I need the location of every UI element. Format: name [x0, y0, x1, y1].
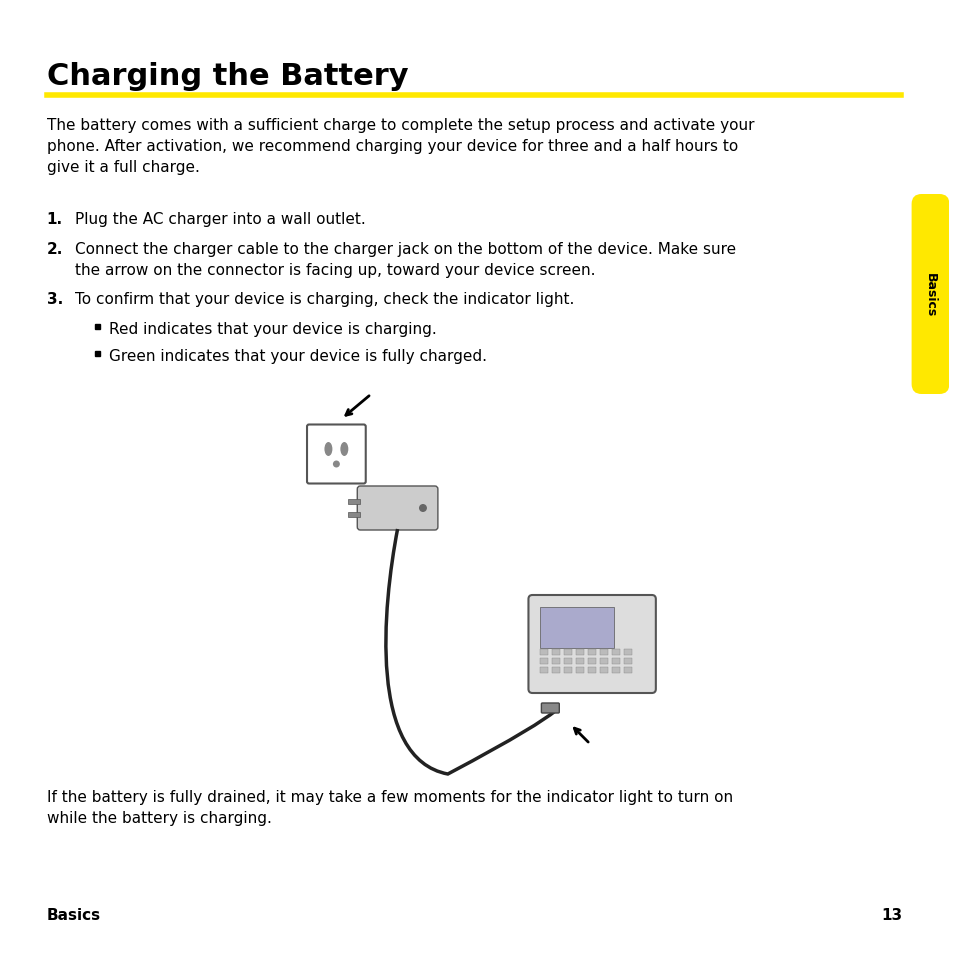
Text: If the battery is fully drained, it may take a few moments for the indicator lig: If the battery is fully drained, it may …: [47, 789, 732, 825]
Text: Green indicates that your device is fully charged.: Green indicates that your device is full…: [110, 349, 487, 364]
Text: To confirm that your device is charging, check the indicator light.: To confirm that your device is charging,…: [74, 292, 574, 307]
Bar: [563, 659, 572, 664]
Text: The battery comes with a sufficient charge to complete the setup process and act: The battery comes with a sufficient char…: [47, 118, 754, 174]
Bar: [563, 667, 572, 673]
Text: Plug the AC charger into a wall outlet.: Plug the AC charger into a wall outlet.: [74, 212, 365, 227]
Bar: [588, 649, 596, 656]
FancyBboxPatch shape: [307, 425, 365, 484]
Bar: [576, 659, 583, 664]
Bar: [612, 667, 619, 673]
Text: Charging the Battery: Charging the Battery: [47, 62, 408, 91]
Text: Connect the charger cable to the charger jack on the bottom of the device. Make : Connect the charger cable to the charger…: [74, 242, 735, 277]
Text: Basics: Basics: [923, 273, 936, 316]
Bar: [539, 649, 548, 656]
Bar: [576, 649, 583, 656]
Text: Red indicates that your device is charging.: Red indicates that your device is chargi…: [110, 322, 436, 336]
Bar: [599, 667, 607, 673]
Bar: [588, 659, 596, 664]
Bar: [539, 659, 548, 664]
Bar: [539, 607, 614, 648]
Bar: [612, 649, 619, 656]
FancyBboxPatch shape: [911, 194, 948, 395]
Bar: [623, 649, 631, 656]
Bar: [94, 325, 99, 330]
Bar: [599, 659, 607, 664]
Text: 13: 13: [881, 907, 902, 923]
Bar: [348, 499, 360, 504]
Bar: [623, 659, 631, 664]
Bar: [539, 667, 548, 673]
FancyBboxPatch shape: [528, 596, 655, 693]
Bar: [552, 667, 559, 673]
Text: Basics: Basics: [47, 907, 101, 923]
FancyBboxPatch shape: [540, 703, 558, 713]
Ellipse shape: [324, 442, 332, 456]
Text: 2.: 2.: [47, 242, 63, 256]
Text: 1.: 1.: [47, 212, 63, 227]
Bar: [612, 659, 619, 664]
Bar: [348, 513, 360, 517]
Bar: [623, 667, 631, 673]
Bar: [552, 659, 559, 664]
Bar: [552, 649, 559, 656]
Bar: [588, 667, 596, 673]
Bar: [563, 649, 572, 656]
Bar: [576, 667, 583, 673]
Circle shape: [418, 504, 427, 513]
Text: 3.: 3.: [47, 292, 63, 307]
Bar: [599, 649, 607, 656]
Ellipse shape: [333, 461, 339, 468]
Bar: [94, 352, 99, 356]
FancyBboxPatch shape: [357, 486, 437, 531]
Ellipse shape: [340, 442, 348, 456]
